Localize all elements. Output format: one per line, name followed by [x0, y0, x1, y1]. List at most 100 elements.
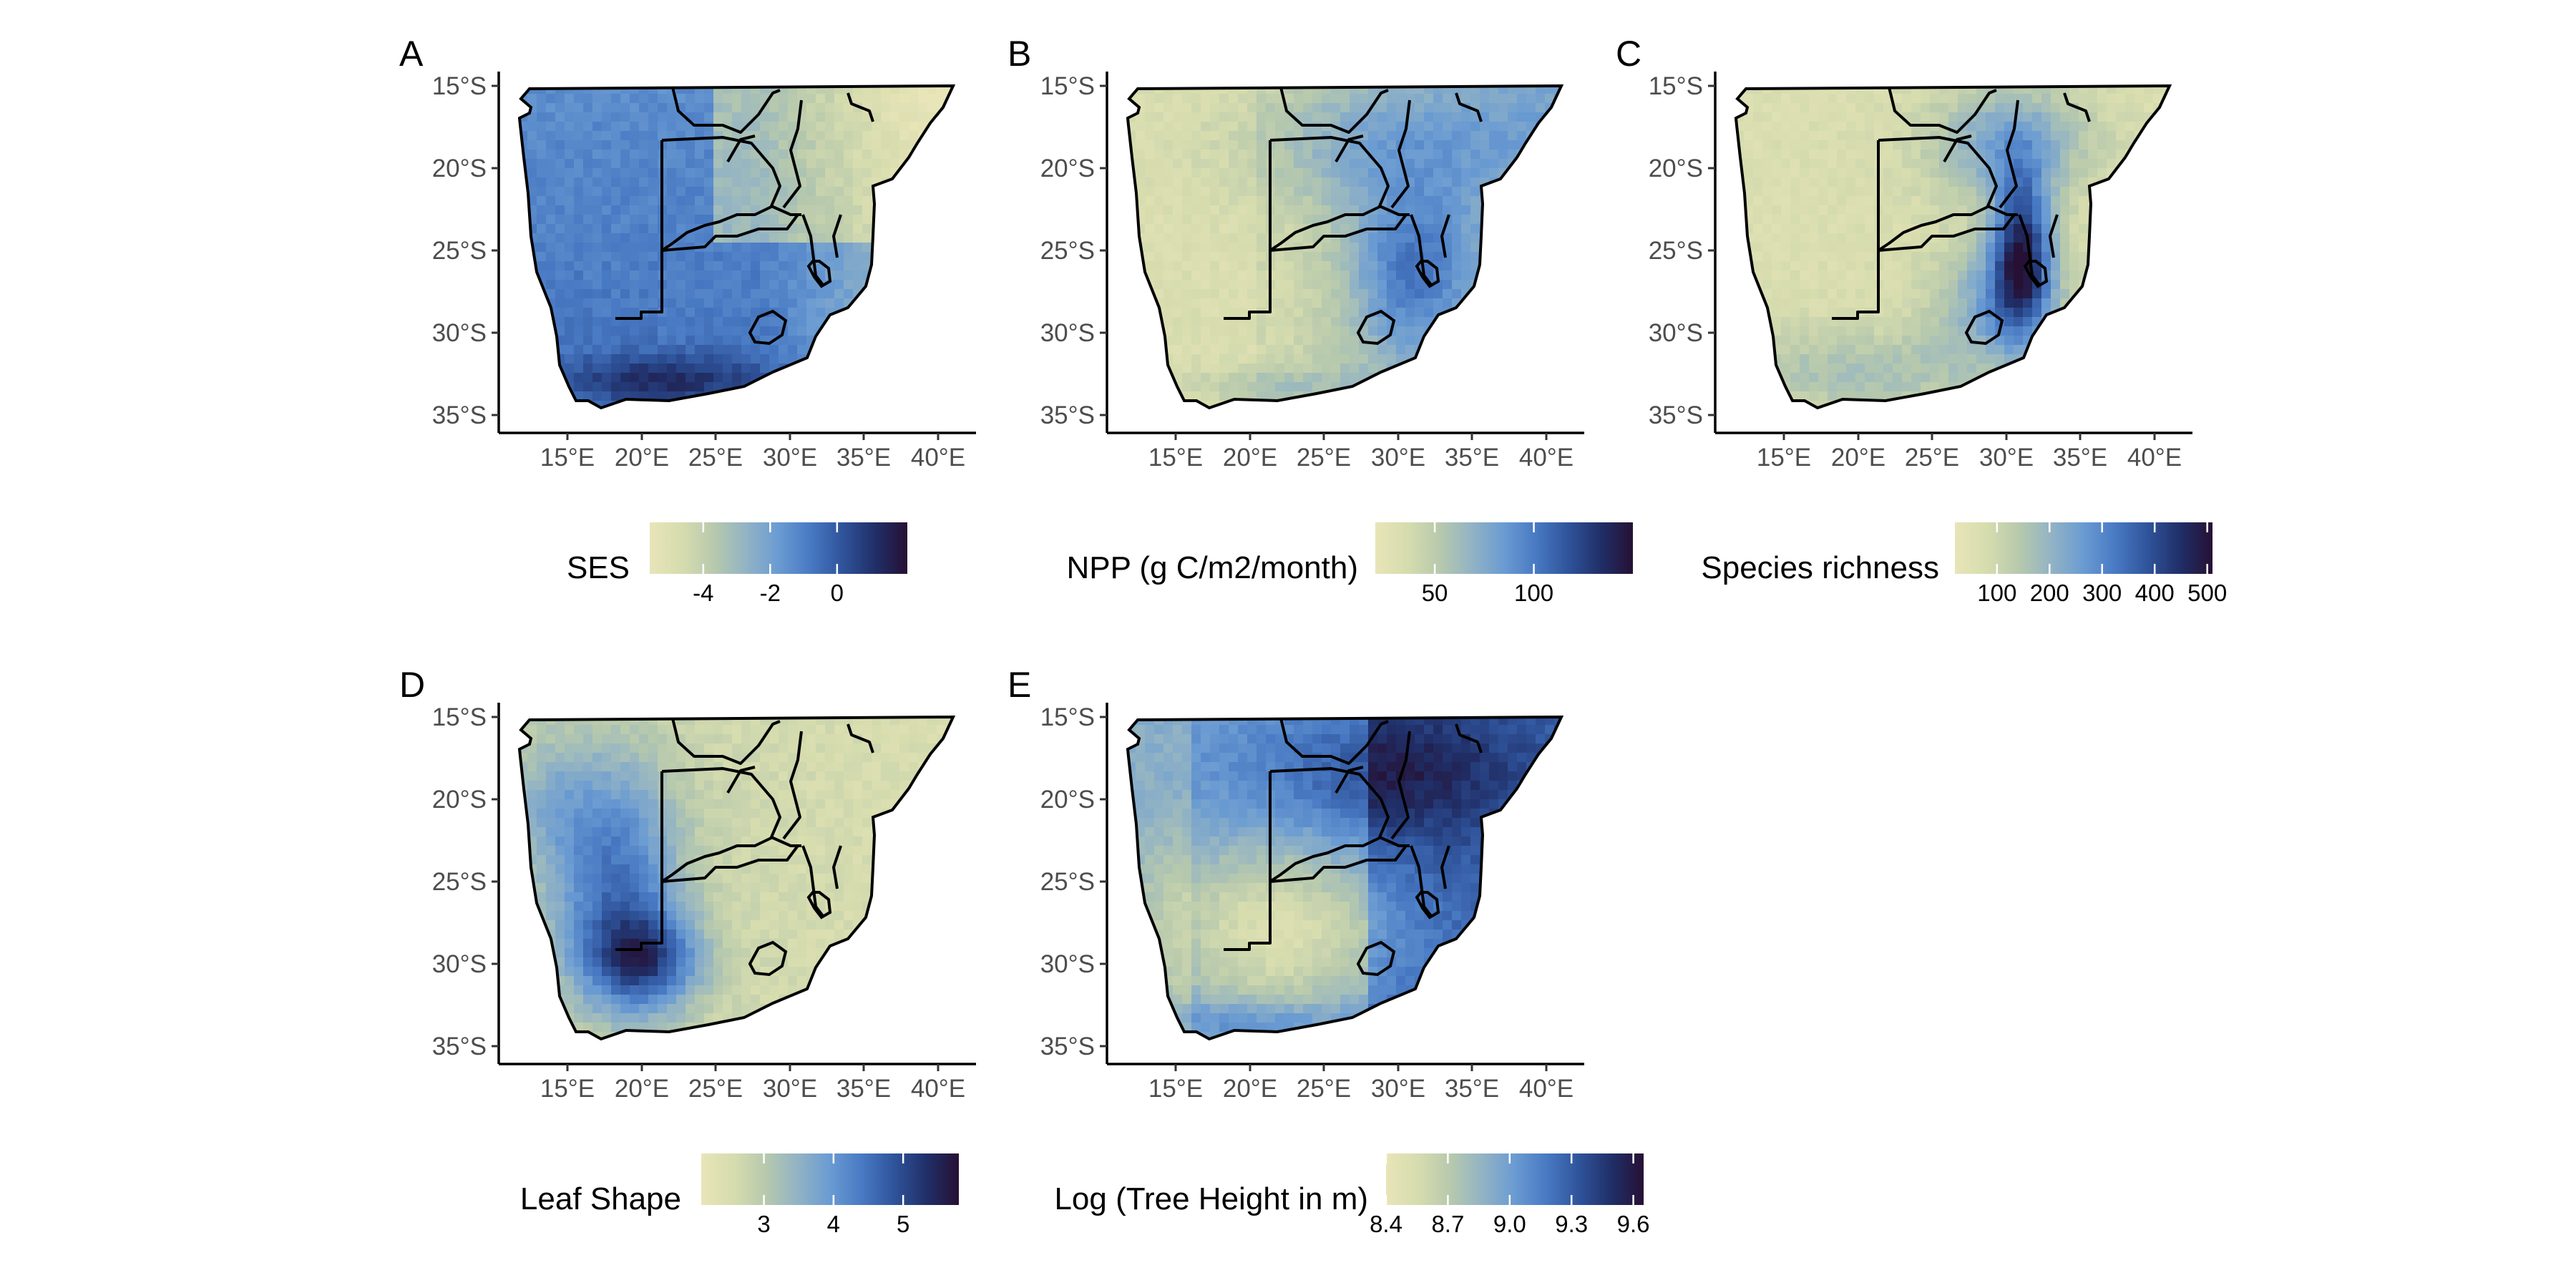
raster-cell	[602, 103, 612, 113]
raster-cell	[2135, 336, 2145, 346]
raster-cell	[890, 261, 900, 271]
raster-cell	[1883, 308, 1893, 318]
raster-cell	[695, 86, 705, 94]
raster-cell	[546, 410, 556, 420]
raster-cell	[1554, 187, 1561, 197]
raster-cell	[2116, 112, 2126, 122]
raster-cell	[1790, 131, 1800, 141]
raster-cell	[955, 233, 965, 243]
raster-cell	[2051, 140, 2061, 150]
raster-cell	[1219, 364, 1229, 374]
raster-cell	[834, 382, 844, 392]
raster-cell	[1368, 243, 1378, 253]
raster-cell	[2088, 86, 2098, 94]
raster-cell	[1461, 159, 1471, 169]
raster-cell	[2144, 261, 2154, 271]
raster-cell	[1405, 270, 1415, 280]
raster-cell	[602, 150, 612, 160]
raster-cell	[788, 373, 798, 383]
raster-cell	[630, 410, 640, 420]
raster-cell	[2014, 252, 2024, 262]
raster-cell	[713, 224, 723, 234]
raster-cell	[2162, 336, 2170, 346]
raster-cell	[2041, 326, 2051, 336]
raster-cell	[630, 280, 640, 290]
raster-cell	[2172, 317, 2182, 327]
raster-cell	[1433, 196, 1443, 206]
raster-cell	[1377, 131, 1387, 141]
raster-cell	[1818, 336, 1828, 346]
raster-cell	[555, 261, 565, 271]
raster-cell	[797, 298, 807, 308]
raster-cell	[2088, 298, 2098, 308]
raster-cell	[1154, 373, 1164, 383]
raster-cell	[704, 289, 714, 299]
raster-cell	[1526, 243, 1536, 253]
raster-cell	[1948, 243, 1958, 253]
raster-cell	[1470, 382, 1480, 392]
raster-cell	[1128, 94, 1136, 104]
raster-cell	[751, 401, 761, 408]
raster-cell	[1753, 131, 1763, 141]
raster-cell	[732, 224, 742, 234]
raster-cell	[1958, 159, 1968, 169]
raster-cell	[741, 270, 751, 280]
raster-cell	[1781, 112, 1791, 122]
raster-cell	[1554, 159, 1561, 169]
raster-cell	[2014, 243, 2024, 253]
raster-cell	[2153, 270, 2163, 280]
raster-cell	[946, 326, 953, 336]
raster-cell	[1350, 168, 1360, 178]
raster-cell	[527, 131, 537, 141]
raster-cell	[1331, 261, 1341, 271]
raster-cell	[1350, 308, 1360, 318]
raster-cell	[1855, 252, 1865, 262]
raster-cell	[1846, 150, 1856, 160]
raster-cell	[1191, 103, 1201, 113]
raster-cell	[1470, 224, 1480, 234]
raster-cell	[1498, 140, 1508, 150]
raster-cell	[1266, 410, 1276, 420]
raster-cell	[1772, 280, 1782, 290]
raster-cell	[1257, 122, 1267, 132]
raster-cell	[611, 131, 621, 141]
raster-cell	[1247, 373, 1257, 383]
raster-cell	[1433, 112, 1443, 122]
raster-cell	[1536, 233, 1546, 243]
raster-cell	[1772, 215, 1782, 225]
raster-cell	[1182, 354, 1192, 364]
raster-cell	[834, 317, 844, 327]
raster-cell	[1284, 326, 1294, 336]
raster-cell	[1257, 94, 1267, 104]
raster-cell	[1753, 243, 1763, 253]
raster-cell	[1163, 215, 1174, 225]
raster-cell	[1191, 205, 1201, 215]
raster-cell	[611, 233, 621, 243]
raster-cell	[853, 150, 863, 160]
raster-cell	[946, 401, 953, 408]
raster-cell	[686, 168, 696, 178]
raster-cell	[1359, 122, 1369, 132]
raster-cell	[1874, 122, 1884, 132]
raster-cell	[639, 345, 649, 355]
x-tick-label: 30°E	[1371, 444, 1425, 472]
raster-cell	[1489, 401, 1499, 408]
raster-cell	[872, 317, 882, 327]
raster-cell	[1294, 94, 1304, 104]
raster-cell	[2172, 298, 2182, 308]
raster-cell	[788, 270, 798, 280]
raster-cell	[2153, 187, 2163, 197]
raster-cell	[1470, 187, 1480, 197]
raster-cell	[583, 86, 593, 94]
raster-cell	[2125, 168, 2135, 178]
raster-cell	[1275, 373, 1285, 383]
raster-cell	[2097, 252, 2107, 262]
raster-cell	[1828, 94, 1838, 104]
raster-cell	[909, 326, 919, 336]
raster-cell	[1377, 354, 1387, 364]
raster-cell	[639, 261, 649, 271]
raster-cell	[2116, 336, 2126, 346]
raster-cell	[1424, 187, 1434, 197]
raster-cell	[1350, 270, 1360, 280]
raster-cell	[648, 215, 658, 225]
